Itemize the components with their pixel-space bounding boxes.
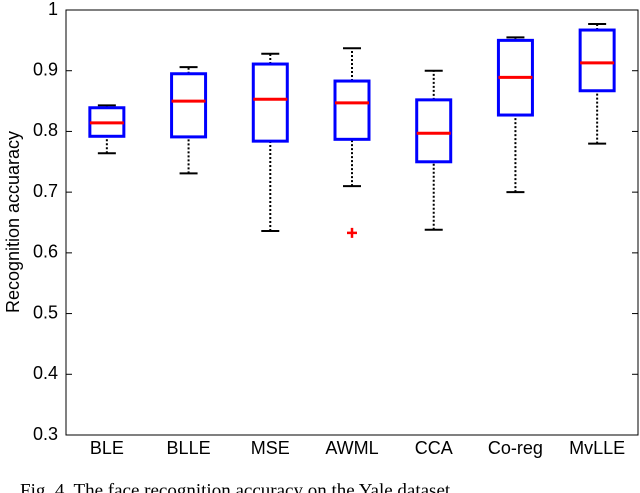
- x-tick-label: CCA: [415, 438, 453, 458]
- y-tick-label: 0.6: [33, 242, 58, 262]
- x-tick-label: Co-reg: [488, 438, 543, 458]
- x-tick-label: BLE: [90, 438, 124, 458]
- box: [170, 72, 208, 139]
- y-axis-label: Recognition accuaracy: [3, 131, 23, 313]
- plot-frame: [65, 9, 639, 436]
- y-tick-label: 0.7: [33, 181, 58, 201]
- box: [415, 98, 453, 164]
- y-tick-label: 0.3: [33, 424, 58, 444]
- box: [251, 62, 289, 143]
- x-tick-label: MvLLE: [569, 438, 625, 458]
- outlier: [347, 227, 357, 238]
- box: [333, 79, 371, 141]
- y-tick-label: 1: [48, 0, 58, 19]
- caption: Fig. 4. The face recognition accuracy on…: [20, 480, 455, 493]
- y-tick-label: 0.4: [33, 363, 58, 383]
- x-tick-label: MSE: [251, 438, 290, 458]
- x-tick-label: BLLE: [167, 438, 211, 458]
- y-tick-label: 0.9: [33, 59, 58, 79]
- x-tick-label: AWML: [325, 438, 378, 458]
- y-tick-label: 0.5: [33, 302, 58, 322]
- box: [578, 28, 616, 93]
- y-tick-label: 0.8: [33, 120, 58, 140]
